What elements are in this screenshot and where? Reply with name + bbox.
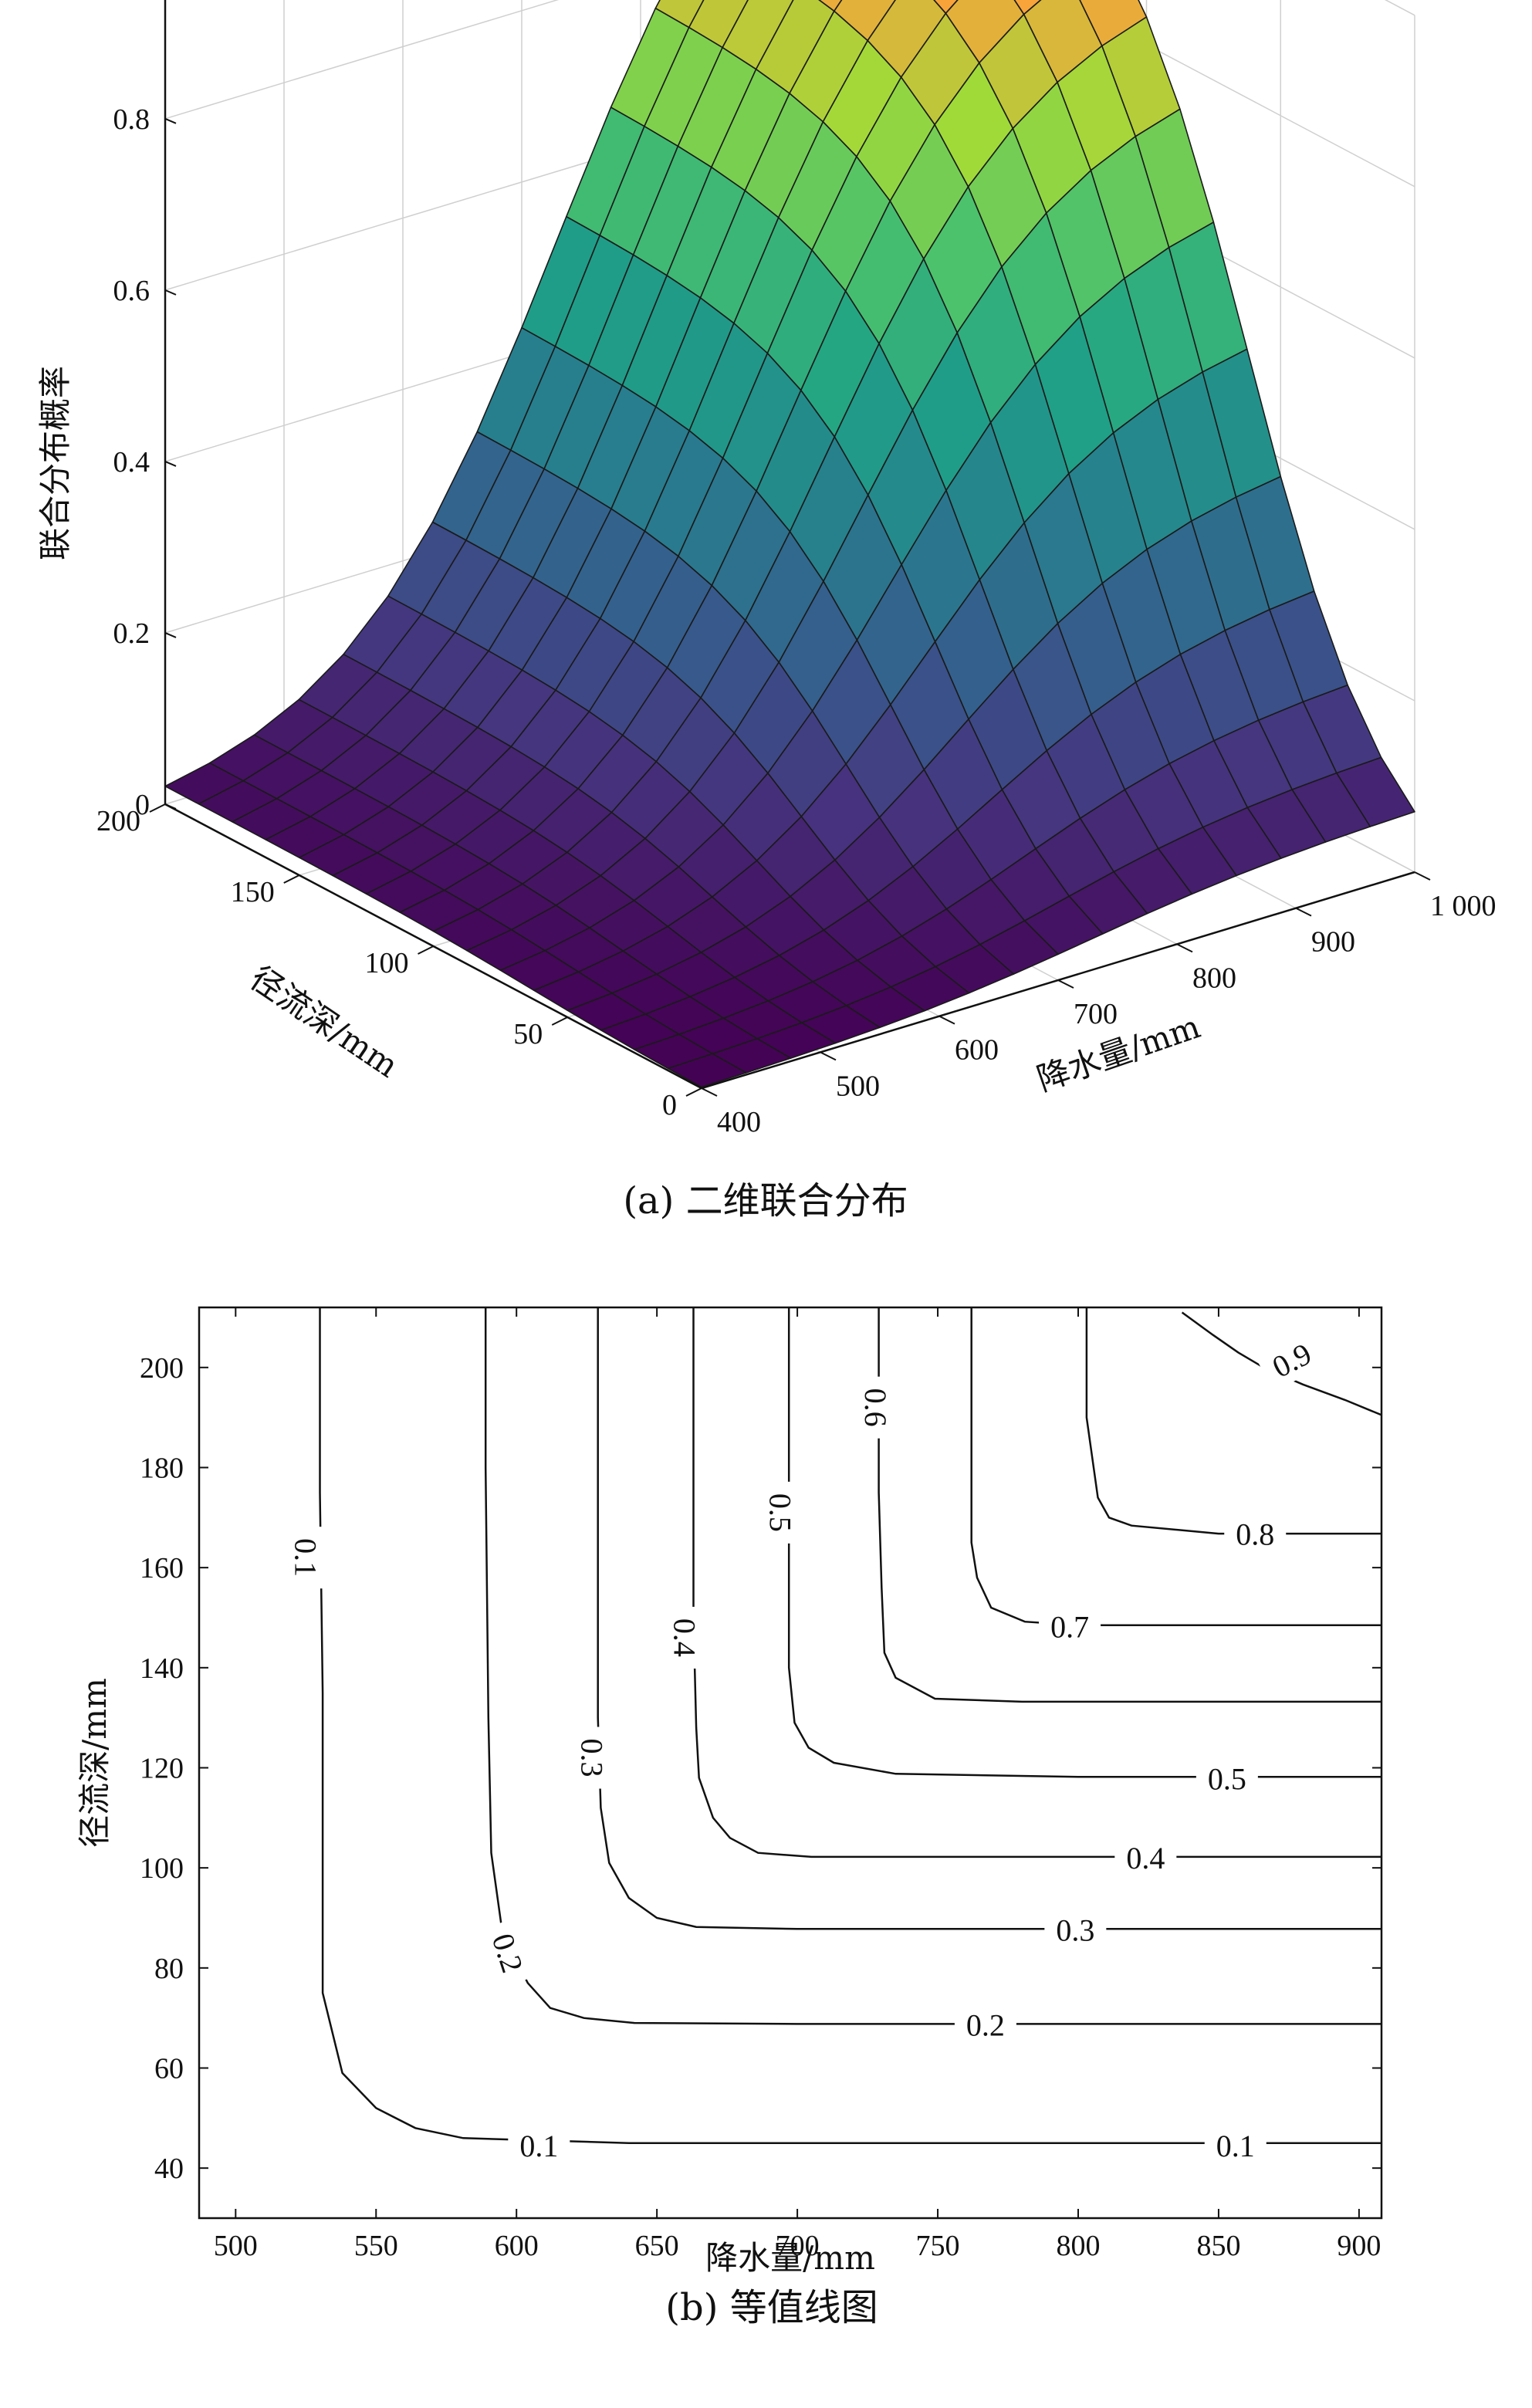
surface-patch — [933, 0, 959, 15]
x-tick-label: 500 — [836, 1070, 880, 1102]
x-tick-label: 650 — [635, 2230, 679, 2262]
x-tick-label: 700 — [1074, 998, 1118, 1030]
x-tick-label: 850 — [1196, 2230, 1240, 2262]
contour-label: 0.7 — [1050, 1610, 1089, 1645]
caption-b: (b) 等值线图 — [665, 2286, 878, 2329]
y-tick-label: 40 — [154, 2153, 184, 2185]
x-tick — [1295, 907, 1312, 917]
contour-label: 0.2 — [966, 2008, 1005, 2043]
z-tick — [164, 461, 177, 467]
tick-labels: 500 550 600 650 700 750 800 850 900 40 60 80 100 120 1… — [140, 1307, 1382, 2262]
contour-label: 0.4 — [668, 1618, 702, 1657]
z-tick-label: 0.2 — [113, 617, 150, 650]
caption-a: (a) 二维联合分布 — [623, 1179, 908, 1223]
z-tick — [164, 117, 177, 124]
contour-line-0.5 — [787, 1307, 1382, 1778]
contour-label: 0.6 — [858, 1388, 893, 1427]
contour-line-0.2 — [484, 1307, 1382, 2025]
y-tick — [685, 1087, 702, 1097]
y-tick-label: 180 — [140, 1452, 184, 1484]
x-tick — [701, 1087, 718, 1097]
z-tick-label: 0.4 — [113, 446, 150, 479]
contour-line-0.1 — [319, 1307, 1382, 2144]
x-tick-label: 900 — [1311, 926, 1355, 959]
x-tick — [938, 1015, 955, 1025]
contour-chart: 500 550 600 650 700 750 800 850 900 40 60 80 100 120 1… — [76, 1306, 1383, 2329]
x-axis-label: 降水量/mm — [1032, 1007, 1205, 1098]
y-tick-label: 200 — [140, 1352, 184, 1385]
x-tick — [1176, 943, 1193, 953]
surface-chart: 00.20.40.60.81.0050100150200400500600700… — [36, 0, 1496, 1223]
y-tick-label: 120 — [140, 1752, 184, 1784]
y-tick-label: 50 — [513, 1018, 543, 1050]
contour-label: 0.3 — [1056, 1913, 1094, 1948]
x-tick-label: 800 — [1192, 962, 1236, 994]
z-tick-label: 0.8 — [113, 103, 150, 136]
contour-line-0.4 — [692, 1307, 1382, 1858]
x-tick-label: 550 — [354, 2230, 398, 2262]
contour-label: 0.5 — [1208, 1762, 1246, 1797]
x-tick — [820, 1051, 837, 1061]
contour-line-0.8 — [1085, 1307, 1382, 1535]
y-tick — [283, 874, 300, 884]
contour-line-0.9 — [1181, 1311, 1382, 1416]
y-tick-label: 160 — [140, 1552, 184, 1584]
surface-patch — [1013, 0, 1042, 15]
contour-label: 0.4 — [1126, 1841, 1165, 1875]
y-tick-label: 100 — [365, 947, 409, 979]
y-tick-label: 200 — [96, 805, 140, 837]
z-tick — [164, 803, 177, 810]
z-axis-label: 联合分布概率 — [36, 366, 74, 560]
x-tick-label: 900 — [1337, 2230, 1381, 2262]
tick-labels: 00.20.40.60.81.0050100150200400500600700… — [96, 103, 1496, 1138]
contour-label: 0.5 — [763, 1493, 797, 1532]
contour-label: 0.8 — [1236, 1517, 1274, 1552]
x-tick-label: 1 000 — [1430, 890, 1496, 922]
x-tick-label: 800 — [1056, 2230, 1100, 2262]
y-tick-label: 140 — [140, 1652, 184, 1685]
plot-frame — [198, 1306, 1383, 2220]
x-tick-label: 400 — [717, 1106, 761, 1138]
z-tick — [164, 289, 177, 296]
y-tick-label: 80 — [154, 1953, 184, 1985]
contour-line-0.3 — [597, 1307, 1382, 1930]
surface-mesh — [164, 0, 1415, 1088]
z-tick-label: 0.6 — [113, 275, 150, 307]
y-tick — [149, 803, 166, 813]
x-tick-label: 500 — [214, 2230, 258, 2262]
contour-lines: 0.1 0.1 0.1 0.2 0.2 0.3 0.3 0.4 0.4 0.5 0.5 0.6 0.7 0… — [288, 1307, 1382, 2163]
contour-line-0.7 — [970, 1307, 1382, 1626]
x-tick — [1414, 871, 1431, 881]
x-tick-label: 750 — [916, 2230, 960, 2262]
y-tick-label: 150 — [231, 876, 275, 908]
z-tick-label: 0 — [135, 789, 150, 821]
y-tick-label: 0 — [662, 1089, 677, 1121]
x-axis-label: 降水量/mm — [705, 2239, 875, 2277]
contour-label: 0.1 — [1216, 2129, 1255, 2163]
contour-label: 0.9 — [1267, 1336, 1317, 1385]
x-tick-label: 600 — [495, 2230, 539, 2262]
y-axis-label: 径流深/mm — [76, 1678, 113, 1848]
contour-label: 0.1 — [519, 2129, 558, 2163]
contour-label: 0.3 — [574, 1739, 609, 1777]
x-tick — [1057, 979, 1074, 989]
y-tick-label: 100 — [140, 1852, 184, 1885]
x-tick-label: 700 — [776, 2230, 820, 2262]
surface-patch — [667, 1053, 747, 1088]
contour-label: 0.1 — [288, 1538, 323, 1577]
contour-label: 0.2 — [485, 1929, 530, 1977]
grid-line — [164, 0, 1415, 188]
z-tick — [164, 632, 177, 638]
y-tick-label: 60 — [154, 2052, 184, 2085]
y-tick — [551, 1016, 568, 1026]
x-tick-label: 600 — [955, 1034, 999, 1067]
contour-line-0.6 — [878, 1307, 1382, 1703]
y-tick — [418, 945, 434, 955]
